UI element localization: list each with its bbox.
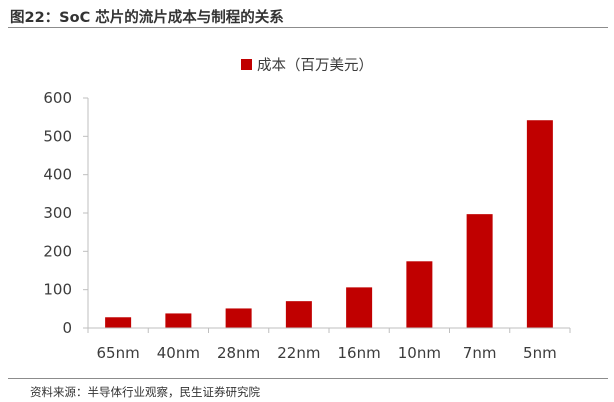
y-tick-label: 500 — [43, 127, 72, 145]
bars — [105, 120, 553, 328]
y-tick-label: 100 — [43, 281, 72, 299]
source-divider — [8, 378, 608, 379]
y-tick-label: 400 — [43, 166, 72, 184]
source-note: 资料来源：半导体行业观察，民生证券研究院 — [30, 385, 260, 399]
x-axis: 65nm 40nm 28nm 22nm 16nm 10nm 7nm 5nm — [87, 327, 571, 362]
legend-label: 成本（百万美元） — [257, 57, 373, 74]
title-divider — [8, 27, 608, 28]
bar-65nm — [105, 317, 132, 328]
y-tick-label: 300 — [43, 204, 72, 222]
bar-40nm — [165, 313, 192, 328]
bar-22nm — [285, 301, 312, 328]
y-tick-label: 0 — [62, 319, 72, 337]
x-tick-label: 40nm — [157, 344, 200, 362]
bar-5nm — [526, 120, 553, 328]
x-tick-label: 10nm — [398, 344, 441, 362]
bar-28nm — [225, 308, 252, 328]
x-tick-label: 22nm — [277, 344, 320, 362]
legend-swatch — [241, 59, 252, 70]
bar-chart: 成本（百万美元） 0 100 200 300 400 500 600 65nm 40nm 28n… — [43, 57, 571, 362]
chart-title: 图22：SoC 芯片的流片成本与制程的关系 — [10, 10, 284, 26]
x-tick-label: 5nm — [523, 344, 557, 362]
x-tick-label: 16nm — [338, 344, 381, 362]
x-tick-label: 7nm — [463, 344, 497, 362]
bar-10nm — [406, 261, 433, 328]
x-tick-label: 28nm — [217, 344, 260, 362]
legend: 成本（百万美元） — [241, 57, 373, 74]
bar-16nm — [346, 287, 373, 328]
y-tick-label: 200 — [43, 242, 72, 260]
y-tick-label: 600 — [43, 89, 72, 107]
bar-7nm — [466, 214, 493, 328]
y-axis: 0 100 200 300 400 500 600 — [43, 89, 89, 337]
x-tick-label: 65nm — [97, 344, 140, 362]
